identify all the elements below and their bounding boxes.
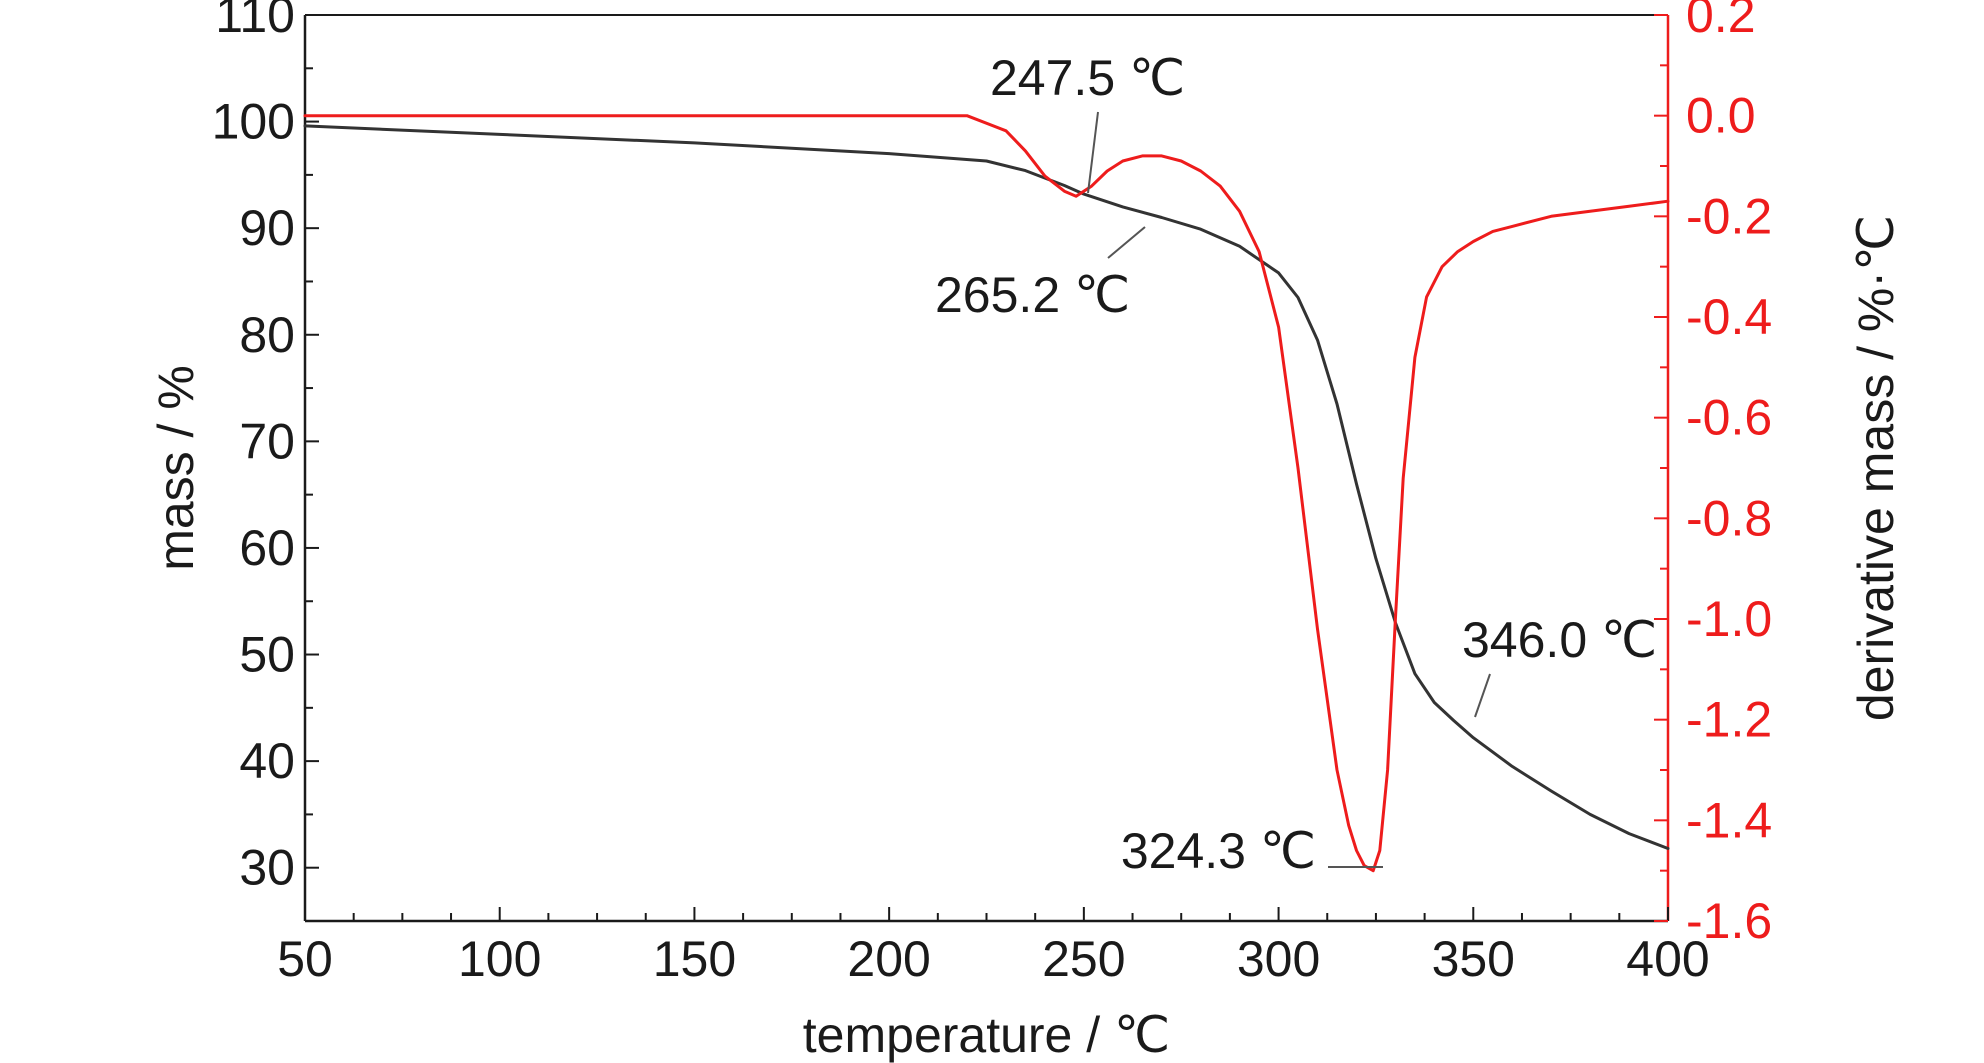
annotations: 247.5 ℃ 265.2 ℃ 324.3 ℃ 346.0 ℃ <box>935 50 1657 879</box>
series-layer <box>303 114 1670 873</box>
x-axis-title: temperature / ℃ <box>803 1007 1170 1063</box>
left-y-tick-label: 50 <box>239 627 295 683</box>
axes: 50 100 150 200 250 300 350 400 30 40 50 60 70 80 90 100… <box>212 0 1773 987</box>
right-y-tick-label: 0.0 <box>1686 88 1756 144</box>
x-tick-label: 150 <box>653 931 736 987</box>
annotation-leader-line <box>1474 673 1491 718</box>
right-y-tick-label: 0.2 <box>1686 0 1756 43</box>
right-y-tick-label: -0.8 <box>1686 490 1772 546</box>
derivative-mass-curve <box>303 114 1670 873</box>
x-tick-label: 200 <box>847 931 930 987</box>
right-y-tick-label: -0.2 <box>1686 188 1772 244</box>
x-tick-label: 300 <box>1237 931 1320 987</box>
x-tick-label: 400 <box>1626 931 1709 987</box>
right-y-tick-label: -0.4 <box>1686 289 1772 345</box>
x-tick-label: 100 <box>458 931 541 987</box>
mass-curve <box>303 124 1670 850</box>
annotation-label: 346.0 ℃ <box>1462 612 1657 668</box>
annotation-label: 324.3 ℃ <box>1121 823 1316 879</box>
left-y-tick-label: 70 <box>239 413 295 469</box>
left-y-tick-label: 80 <box>239 307 295 363</box>
right-y-tick-label: -1.2 <box>1686 692 1772 748</box>
left-y-tick-label: 40 <box>239 733 295 789</box>
right-y-tick-label: -1.0 <box>1686 591 1772 647</box>
left-y-tick-label: 100 <box>212 94 295 150</box>
left-y-tick-label: 30 <box>239 840 295 896</box>
annotation-label: 247.5 ℃ <box>990 50 1185 106</box>
left-y-tick-label: 60 <box>239 520 295 576</box>
left-y-axis-title: mass / % <box>148 365 204 571</box>
right-y-axis-title: derivative mass / %·℃ <box>1848 215 1904 721</box>
x-tick-label: 50 <box>277 931 333 987</box>
left-y-tick-label: 110 <box>215 0 295 43</box>
right-y-tick-label: -0.6 <box>1686 390 1772 446</box>
right-y-tick-label: -1.4 <box>1686 792 1772 848</box>
annotation-leader-line <box>1107 226 1146 259</box>
x-tick-label: 350 <box>1432 931 1515 987</box>
left-y-tick-label: 90 <box>239 200 295 256</box>
x-tick-label: 250 <box>1042 931 1125 987</box>
annotation-label: 265.2 ℃ <box>935 267 1130 323</box>
right-y-tick-label: -1.6 <box>1686 893 1772 949</box>
annotation-leader-line <box>1087 111 1099 194</box>
